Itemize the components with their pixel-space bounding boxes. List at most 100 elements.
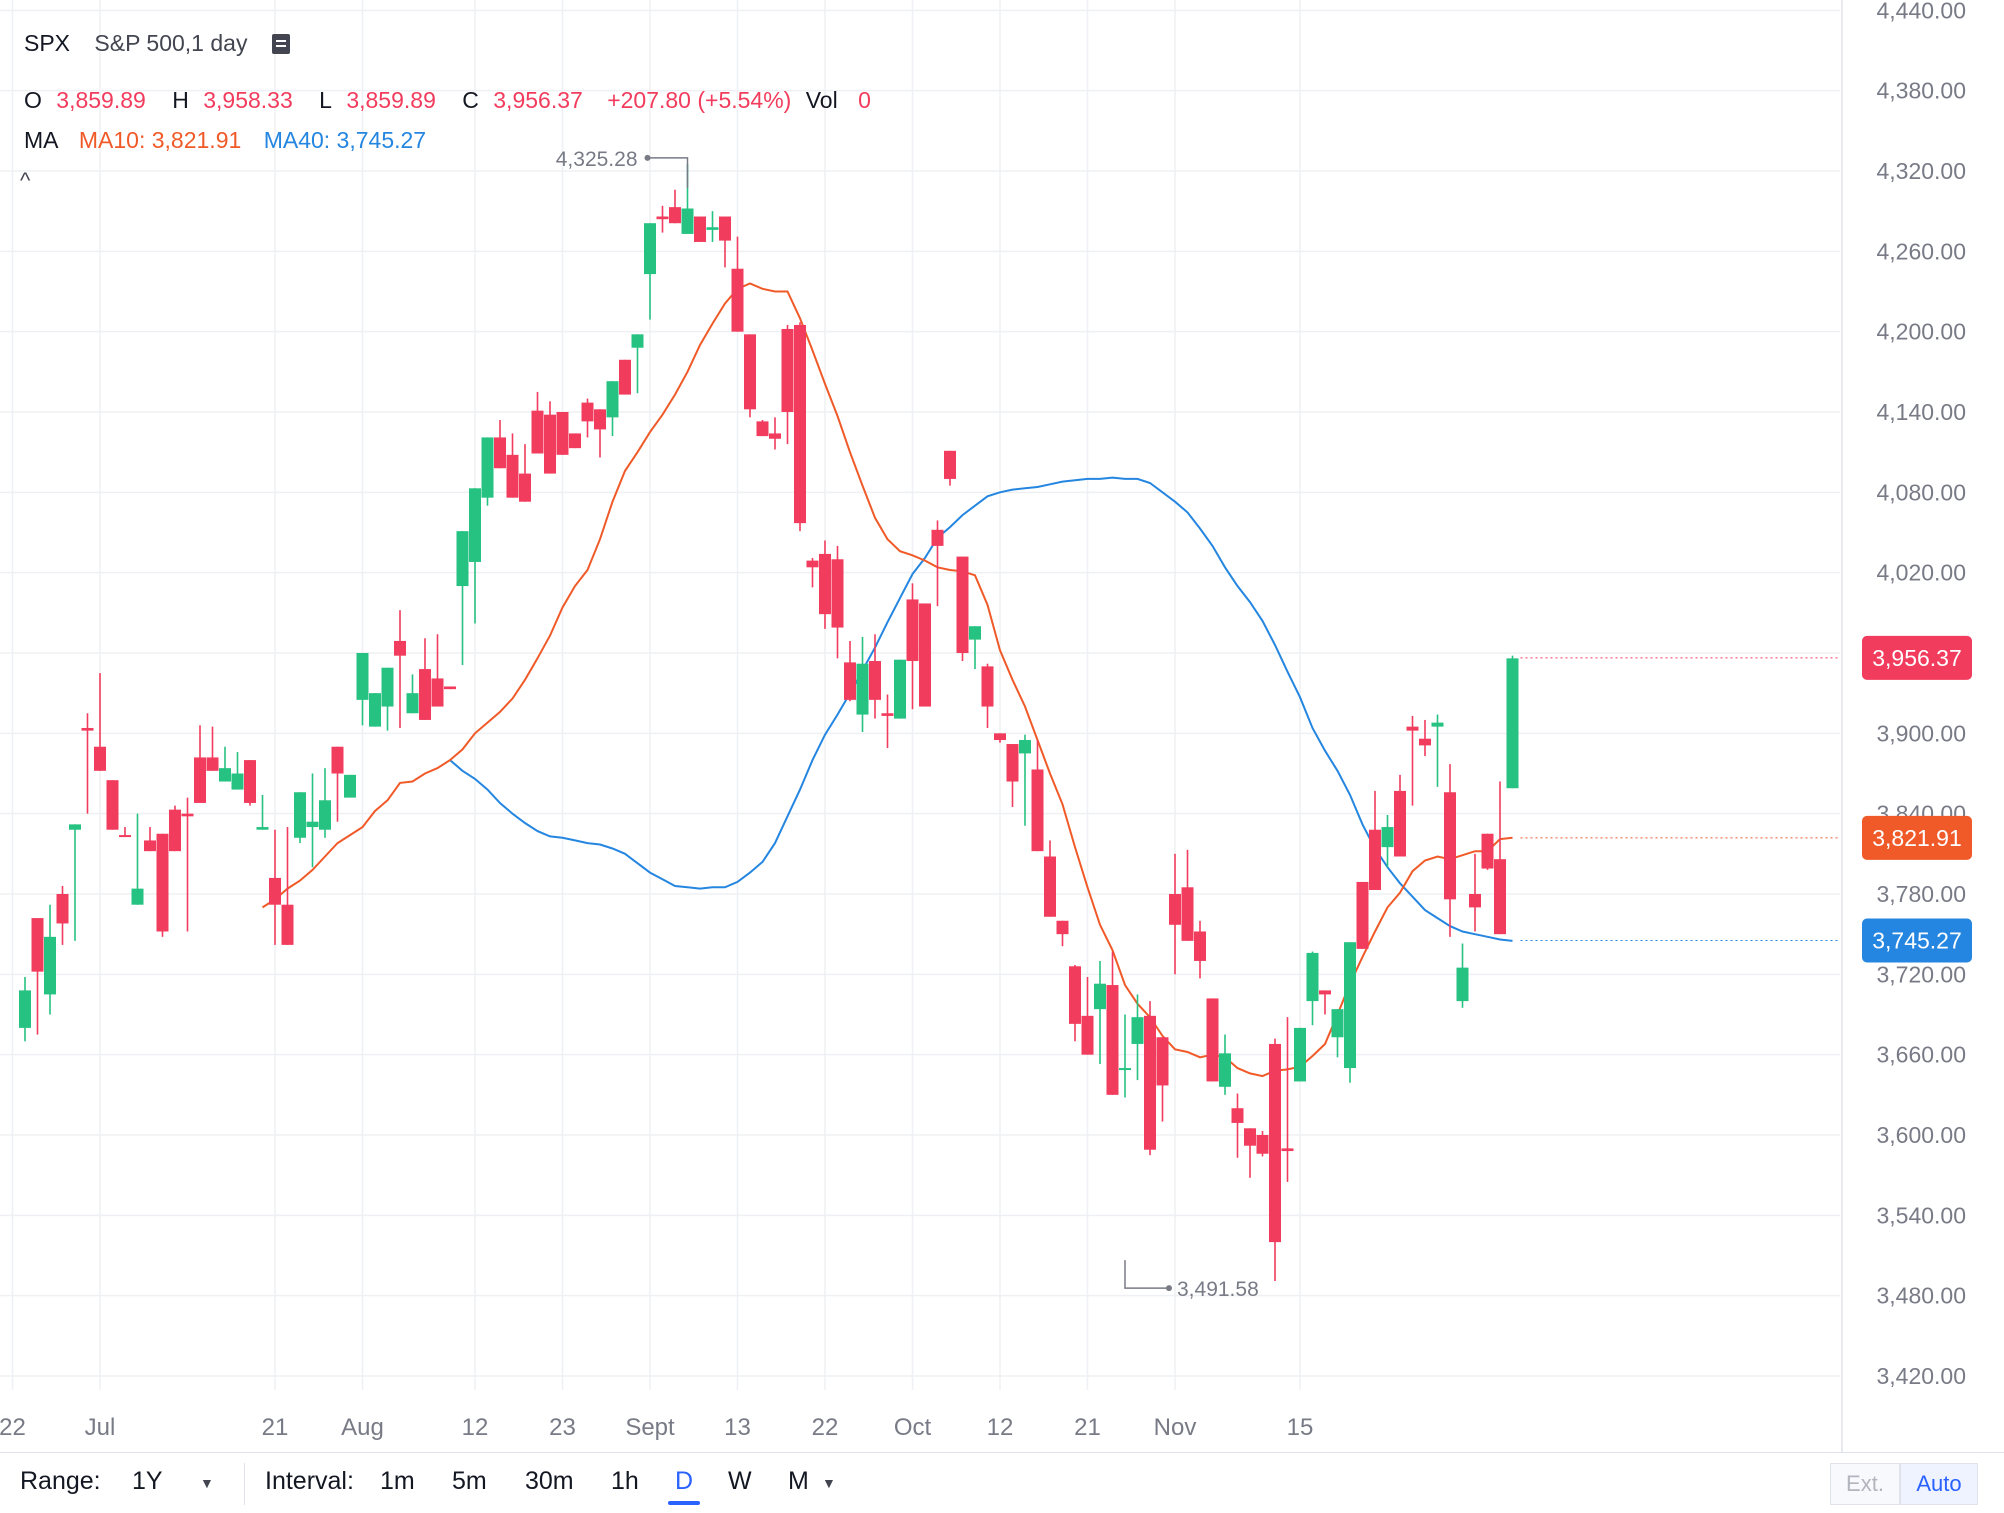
time-axis[interactable]: 22 Jul 21 Aug 12 23 Sept 13 22 Oct 12 21 Nov 15 <box>0 1414 1313 1441</box>
candle-down <box>944 450 956 486</box>
auto-scale-toggle[interactable]: Auto <box>1900 1463 1978 1505</box>
candle-down <box>906 583 919 710</box>
symbol-name[interactable]: SPX <box>24 30 71 56</box>
toolbar-divider <box>244 1463 245 1505</box>
high-label: H <box>172 87 189 113</box>
range-dropdown-icon[interactable]: ▼ <box>200 1475 214 1491</box>
candle-up <box>1381 815 1394 868</box>
details-icon[interactable] <box>271 34 290 54</box>
candle-body <box>869 661 881 700</box>
candle-up <box>481 437 494 506</box>
candle-up <box>406 674 419 714</box>
bottom-toolbar: Range: 1Y ▼ Interval: 1m 5m 30m 1h D W M… <box>0 1452 2004 1513</box>
interval-5m[interactable]: 5m <box>452 1467 487 1495</box>
candle-up <box>369 693 381 727</box>
candle-down <box>806 557 819 588</box>
candle-down <box>744 334 756 418</box>
candle-body <box>544 414 556 474</box>
candle-body <box>294 792 306 838</box>
y-tick-label: 4,440.00 <box>1876 0 1966 23</box>
candle-body <box>1006 744 1019 782</box>
interval-w[interactable]: W <box>728 1467 752 1495</box>
candle-body <box>956 556 969 653</box>
candle-body <box>731 268 744 332</box>
candle-down <box>1181 849 1194 941</box>
candle-body <box>406 693 419 714</box>
y-tick-label: 4,260.00 <box>1876 238 1966 264</box>
candle-up <box>1456 943 1469 1008</box>
interval-label: Interval: <box>265 1467 354 1495</box>
change-value: +207.80 (+5.54%) <box>607 87 792 113</box>
candle-down <box>1106 951 1119 1095</box>
candle-up <box>344 774 356 798</box>
candle-body <box>194 757 206 803</box>
candle-down <box>844 640 856 702</box>
ma-legend: MA MA10: 3,821.91 MA40: 3,745.27 <box>24 127 428 154</box>
candle-down <box>869 634 881 719</box>
candle-down <box>281 827 294 945</box>
candle-down <box>1069 964 1081 1042</box>
ohlc-legend: O 3,859.89 H 3,958.33 L 3,859.89 C 3,956… <box>24 87 873 114</box>
candle-down <box>1144 1001 1156 1156</box>
candle-body <box>1131 1017 1144 1044</box>
candle-down <box>831 545 844 659</box>
candle-body <box>156 833 169 932</box>
symbol-description: S&P 500,1 day <box>94 30 248 56</box>
candle-up <box>1131 994 1144 1081</box>
candle-body <box>1119 1068 1131 1071</box>
price-chart[interactable]: 3,420.00 3,480.00 3,540.00 3,600.00 3,660.00… <box>0 0 2004 1452</box>
candle-body <box>181 813 194 817</box>
x-tick-label: 12 <box>462 1414 489 1441</box>
candle-body <box>881 713 894 716</box>
y-tick-label: 4,320.00 <box>1876 158 1966 184</box>
candle-down <box>1256 1130 1269 1157</box>
candle-body <box>381 667 394 707</box>
interval-1m[interactable]: 1m <box>380 1467 415 1495</box>
ext-toggle[interactable]: Ext. <box>1830 1463 1900 1505</box>
candle-body <box>444 686 456 690</box>
candle-body <box>269 877 281 905</box>
interval-30m[interactable]: 30m <box>525 1467 574 1495</box>
candle-body <box>1469 893 1481 908</box>
candle-body <box>419 669 431 720</box>
interval-d-active[interactable]: D <box>675 1467 694 1495</box>
candle-up <box>294 792 306 844</box>
candle-up <box>256 794 269 830</box>
candle-down <box>994 733 1006 743</box>
candle-body <box>1231 1108 1244 1123</box>
candle-down <box>506 433 519 498</box>
candle-down <box>169 805 181 852</box>
candle-body <box>1031 769 1044 852</box>
interval-m[interactable]: M <box>788 1467 809 1495</box>
candle-body <box>394 640 406 656</box>
x-tick-label: 22 <box>812 1414 839 1441</box>
interval-dropdown-icon[interactable]: ▼ <box>822 1475 836 1491</box>
candle-down <box>1444 764 1456 937</box>
candle-body <box>1431 722 1444 727</box>
high-value: 3,958.33 <box>203 87 293 113</box>
price-axis[interactable]: 3,420.00 3,480.00 3,540.00 3,600.00 3,660.00… <box>1876 0 1966 1389</box>
min-annotation-label: 3,491.58 <box>1177 1278 1259 1301</box>
range-select[interactable]: 1Y <box>132 1467 163 1496</box>
candle-body <box>1169 893 1181 925</box>
low-label: L <box>319 87 332 113</box>
candle-body <box>1419 738 1431 746</box>
candle-body <box>556 411 569 455</box>
interval-1h[interactable]: 1h <box>611 1467 639 1495</box>
collapse-legend-button[interactable]: ^ <box>20 168 31 193</box>
candle-up <box>1019 734 1031 826</box>
candle-body <box>706 227 719 230</box>
candle-body <box>431 678 444 707</box>
candle-body <box>1206 998 1219 1082</box>
candle-body <box>594 409 606 430</box>
candle-body <box>756 421 769 437</box>
candle-up <box>306 773 319 868</box>
candle-up <box>1119 1014 1131 1098</box>
price-tags: 3,956.37 3,821.91 3,745.27 <box>1520 635 1972 963</box>
candle-body <box>456 531 469 587</box>
candle-down <box>119 827 131 838</box>
candle-down <box>956 556 969 662</box>
candle-body <box>319 800 331 830</box>
ma-label[interactable]: MA <box>24 127 59 153</box>
candle-up <box>231 752 244 790</box>
